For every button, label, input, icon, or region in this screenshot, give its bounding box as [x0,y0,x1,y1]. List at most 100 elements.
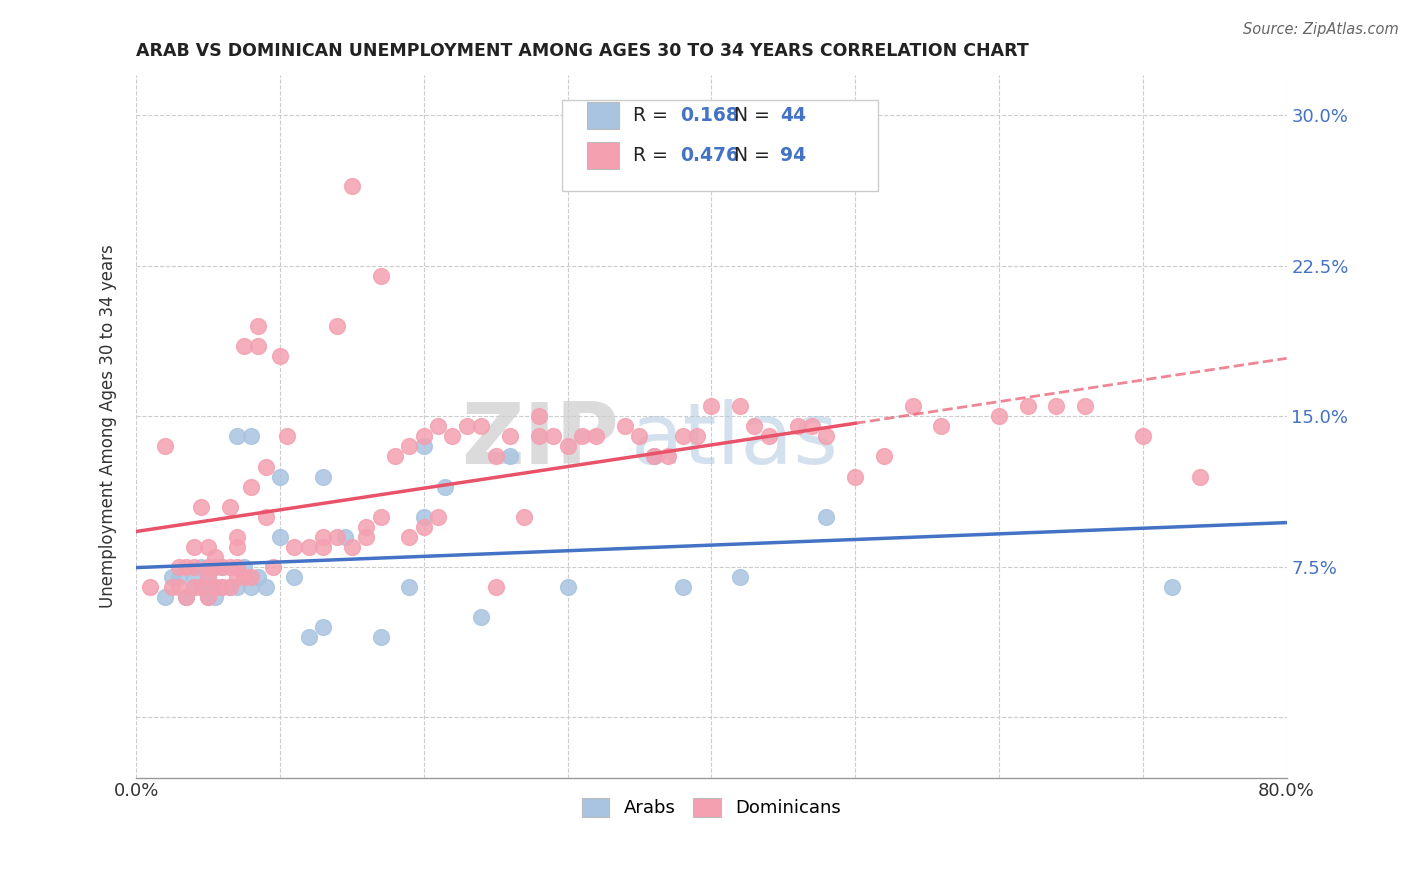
Point [298,540,321,554]
Point [183,580,205,594]
Point [262,559,284,574]
Point [312,469,335,483]
Point [815,509,838,524]
Point [758,429,780,443]
Point [139,580,162,594]
Text: 0.476: 0.476 [681,145,740,165]
Point [326,530,349,544]
Point [283,570,305,584]
Point [427,419,450,434]
Point [527,429,550,443]
Point [557,580,579,594]
Text: R =: R = [633,106,673,125]
Point [254,580,277,594]
Point [384,450,406,464]
Text: atlas: atlas [631,399,839,482]
Point [176,590,198,604]
Point [499,450,522,464]
Point [283,540,305,554]
Point [211,559,233,574]
Point [312,540,335,554]
Point [527,409,550,424]
Point [204,580,226,594]
Text: 44: 44 [780,106,807,125]
Point [643,450,665,464]
Point [218,559,240,574]
Text: 0.168: 0.168 [681,106,740,125]
Point [470,610,492,624]
Point [225,570,247,584]
Point [225,530,247,544]
Point [197,590,219,604]
Point [233,559,256,574]
Point [744,419,766,434]
Point [204,559,226,574]
Point [211,580,233,594]
Point [398,580,420,594]
Point [225,580,247,594]
Point [153,440,176,454]
Point [370,509,392,524]
Point [190,500,212,514]
Point [671,429,693,443]
Point [340,540,363,554]
Point [398,440,420,454]
Y-axis label: Unemployment Among Ages 30 to 34 years: Unemployment Among Ages 30 to 34 years [100,244,117,608]
Point [167,580,190,594]
Point [686,429,709,443]
Point [815,429,838,443]
Point [671,580,693,594]
Point [333,530,356,544]
Point [190,580,212,594]
Text: ARAB VS DOMINICAN UNEMPLOYMENT AMONG AGES 30 TO 34 YEARS CORRELATION CHART: ARAB VS DOMINICAN UNEMPLOYMENT AMONG AGE… [136,42,1029,60]
Point [370,630,392,644]
Point [176,559,198,574]
Text: 94: 94 [780,145,807,165]
Point [204,549,226,564]
Point [183,540,205,554]
Point [541,429,564,443]
Point [240,479,263,493]
Point [298,630,321,644]
Point [728,570,751,584]
Point [197,559,219,574]
Point [1017,400,1039,414]
Point [412,509,434,524]
Point [326,319,349,334]
Point [269,349,291,363]
Point [434,479,457,493]
Point [571,429,593,443]
Point [167,559,190,574]
Point [167,570,190,584]
Point [628,429,651,443]
Point [269,469,291,483]
Point [176,590,198,604]
Point [988,409,1011,424]
Point [801,419,824,434]
Point [247,570,270,584]
Point [197,570,219,584]
Point [197,540,219,554]
Point [786,419,808,434]
Point [190,580,212,594]
Point [412,429,434,443]
Point [412,519,434,533]
Point [456,419,478,434]
Point [247,319,270,334]
Point [873,450,896,464]
FancyBboxPatch shape [588,102,619,128]
Point [931,419,953,434]
Point [585,429,607,443]
Point [901,400,924,414]
Point [233,339,256,353]
Point [218,580,240,594]
Point [700,400,723,414]
Point [370,268,392,283]
Text: Source: ZipAtlas.com: Source: ZipAtlas.com [1243,22,1399,37]
Point [218,580,240,594]
Point [485,450,508,464]
Point [354,530,377,544]
Point [1045,400,1067,414]
Text: R =: R = [633,145,673,165]
Point [160,580,183,594]
